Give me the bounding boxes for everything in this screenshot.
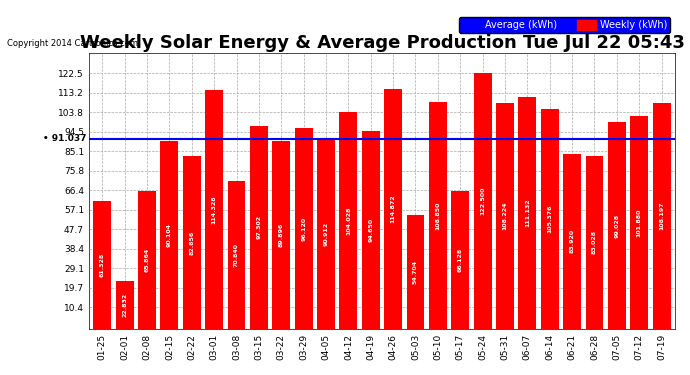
- Text: 90.912: 90.912: [324, 222, 328, 246]
- Text: 83.028: 83.028: [592, 230, 597, 254]
- Text: 54.704: 54.704: [413, 260, 418, 284]
- Legend: Average (kWh), Weekly (kWh): Average (kWh), Weekly (kWh): [459, 17, 670, 33]
- Bar: [339, 112, 357, 329]
- Bar: [473, 73, 491, 329]
- Bar: [161, 141, 178, 329]
- Bar: [273, 141, 290, 329]
- Bar: [183, 156, 201, 329]
- Bar: [630, 116, 648, 329]
- Text: 83.920: 83.920: [569, 229, 575, 254]
- Bar: [586, 156, 604, 329]
- Text: 90.104: 90.104: [167, 223, 172, 247]
- Text: 111.132: 111.132: [525, 199, 530, 227]
- Bar: [608, 122, 626, 329]
- Text: 61.328: 61.328: [100, 253, 105, 277]
- Text: 122.500: 122.500: [480, 187, 485, 215]
- Text: 114.328: 114.328: [212, 195, 217, 224]
- Bar: [362, 131, 380, 329]
- Text: 82.856: 82.856: [189, 230, 195, 255]
- Text: • 91.037: • 91.037: [43, 134, 86, 143]
- Text: 70.840: 70.840: [234, 243, 239, 267]
- Text: 101.880: 101.880: [637, 209, 642, 237]
- Bar: [406, 215, 424, 329]
- Text: 99.028: 99.028: [614, 213, 620, 238]
- Bar: [496, 103, 514, 329]
- Text: 108.850: 108.850: [435, 201, 440, 229]
- Bar: [250, 126, 268, 329]
- Bar: [228, 181, 246, 329]
- Text: 96.120: 96.120: [301, 216, 306, 241]
- Bar: [93, 201, 111, 329]
- Bar: [451, 191, 469, 329]
- Bar: [138, 192, 156, 329]
- Bar: [384, 89, 402, 329]
- Text: 66.128: 66.128: [457, 248, 463, 272]
- Bar: [429, 102, 447, 329]
- Bar: [541, 109, 559, 329]
- Bar: [563, 154, 581, 329]
- Bar: [317, 139, 335, 329]
- Bar: [518, 97, 536, 329]
- Bar: [116, 281, 134, 329]
- Text: 89.896: 89.896: [279, 223, 284, 247]
- Bar: [295, 128, 313, 329]
- Text: 114.872: 114.872: [391, 195, 395, 224]
- Text: 94.650: 94.650: [368, 218, 373, 242]
- Text: 97.302: 97.302: [257, 215, 262, 239]
- Title: Weekly Solar Energy & Average Production Tue Jul 22 05:43: Weekly Solar Energy & Average Production…: [79, 34, 684, 52]
- Text: 22.832: 22.832: [122, 293, 127, 317]
- Bar: [653, 103, 671, 329]
- Text: 108.224: 108.224: [502, 202, 507, 230]
- Text: 108.197: 108.197: [659, 202, 664, 230]
- Text: 65.864: 65.864: [144, 248, 150, 272]
- Text: 104.028: 104.028: [346, 206, 351, 234]
- Text: 105.376: 105.376: [547, 205, 552, 233]
- Bar: [205, 90, 223, 329]
- Text: Copyright 2014 Cartronics.com: Copyright 2014 Cartronics.com: [7, 39, 138, 48]
